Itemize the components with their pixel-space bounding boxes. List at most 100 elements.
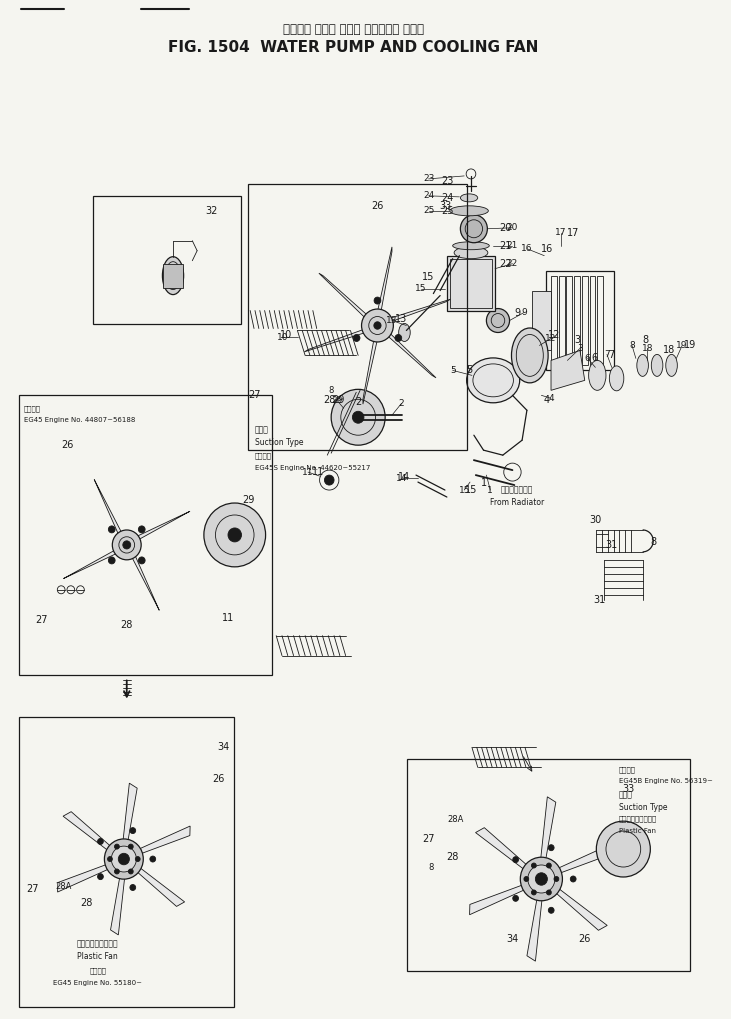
Polygon shape	[304, 327, 371, 352]
Bar	[407, 759, 690, 971]
Text: 適用号番: 適用号番	[255, 452, 272, 460]
Text: 4: 4	[548, 393, 554, 403]
Text: 21: 21	[507, 242, 518, 251]
Bar	[19, 395, 273, 675]
Text: 17: 17	[567, 228, 580, 237]
Circle shape	[331, 389, 385, 445]
Circle shape	[118, 853, 129, 865]
Circle shape	[528, 865, 555, 893]
Circle shape	[97, 873, 103, 879]
Text: 8: 8	[328, 386, 334, 394]
Text: 28: 28	[80, 898, 92, 908]
Text: 27: 27	[249, 390, 261, 400]
Circle shape	[123, 541, 131, 549]
Text: 31: 31	[593, 595, 605, 604]
Text: 9: 9	[521, 308, 527, 317]
Text: 26: 26	[212, 774, 224, 785]
Text: 16: 16	[521, 245, 533, 253]
Circle shape	[111, 846, 137, 872]
Ellipse shape	[512, 328, 548, 383]
Polygon shape	[551, 351, 585, 390]
Text: EG45 Engine No. 44807~56188: EG45 Engine No. 44807~56188	[23, 417, 135, 423]
Text: 27: 27	[36, 614, 48, 625]
Text: 26: 26	[578, 933, 591, 944]
Circle shape	[548, 907, 554, 913]
Polygon shape	[539, 797, 556, 871]
Ellipse shape	[454, 247, 488, 259]
Text: 25: 25	[423, 206, 434, 215]
Text: 9: 9	[514, 308, 520, 318]
Polygon shape	[129, 550, 159, 610]
Text: 33: 33	[622, 785, 635, 794]
Text: 吸込型: 吸込型	[255, 426, 269, 435]
Text: 3: 3	[574, 335, 580, 345]
Text: 28: 28	[323, 395, 336, 406]
Text: 8: 8	[651, 537, 656, 547]
Text: 22: 22	[507, 259, 518, 268]
Text: 27: 27	[26, 883, 39, 894]
Bar	[450, 259, 492, 308]
Bar	[546, 271, 614, 370]
Text: 7: 7	[609, 351, 615, 361]
Circle shape	[535, 872, 548, 886]
Circle shape	[547, 890, 551, 895]
Text: 33: 33	[439, 201, 451, 211]
Ellipse shape	[452, 242, 489, 250]
Circle shape	[547, 863, 551, 868]
Text: 14: 14	[396, 474, 407, 483]
Circle shape	[395, 334, 402, 341]
Text: 19: 19	[676, 341, 688, 350]
Bar	[590, 275, 595, 366]
Text: プラスチックファン: プラスチックファン	[618, 816, 656, 822]
Circle shape	[548, 845, 554, 851]
Polygon shape	[129, 861, 185, 907]
Text: 32: 32	[205, 206, 218, 216]
Bar	[574, 275, 580, 366]
Circle shape	[115, 844, 119, 849]
Polygon shape	[64, 547, 122, 579]
Text: 適用号番: 適用号番	[89, 967, 106, 974]
Text: 5: 5	[450, 366, 455, 375]
Circle shape	[113, 530, 141, 559]
Text: 10: 10	[277, 333, 289, 342]
Text: 吸込型: 吸込型	[618, 791, 632, 800]
Polygon shape	[547, 844, 613, 877]
Text: 2: 2	[355, 397, 361, 408]
Bar	[93, 196, 240, 323]
Polygon shape	[122, 784, 137, 852]
Bar	[558, 275, 564, 366]
Bar	[19, 717, 234, 1007]
Bar	[597, 275, 603, 366]
Text: 12: 12	[545, 334, 557, 343]
Circle shape	[374, 298, 381, 304]
Text: 20: 20	[507, 223, 518, 232]
Text: From Radiator: From Radiator	[491, 497, 545, 506]
Circle shape	[129, 844, 133, 849]
Text: 13: 13	[386, 316, 398, 325]
Text: 7: 7	[604, 350, 610, 359]
Circle shape	[512, 857, 518, 863]
Text: 27: 27	[423, 835, 435, 844]
Circle shape	[138, 557, 145, 564]
Text: 29: 29	[333, 395, 345, 406]
Circle shape	[129, 869, 133, 874]
Ellipse shape	[466, 358, 520, 403]
Ellipse shape	[666, 355, 678, 376]
Circle shape	[461, 215, 488, 243]
Polygon shape	[469, 880, 536, 915]
Text: 6: 6	[591, 354, 597, 364]
Text: 29: 29	[331, 395, 343, 405]
Bar	[582, 275, 588, 366]
Text: 25: 25	[442, 206, 454, 216]
Text: 26: 26	[371, 201, 384, 211]
Text: EG45S Engine No. 44620~55217: EG45S Engine No. 44620~55217	[255, 465, 371, 471]
Ellipse shape	[637, 355, 648, 376]
Text: 13: 13	[395, 314, 408, 323]
Ellipse shape	[651, 355, 663, 376]
Polygon shape	[132, 512, 190, 542]
Text: 22: 22	[499, 259, 512, 269]
Text: プラスチックファン: プラスチックファン	[77, 940, 118, 949]
Text: ラジエータから: ラジエータから	[501, 485, 534, 494]
Text: ウォータ ポンプ および クーリング ファン: ウォータ ポンプ および クーリング ファン	[283, 22, 424, 36]
Bar	[567, 275, 572, 366]
